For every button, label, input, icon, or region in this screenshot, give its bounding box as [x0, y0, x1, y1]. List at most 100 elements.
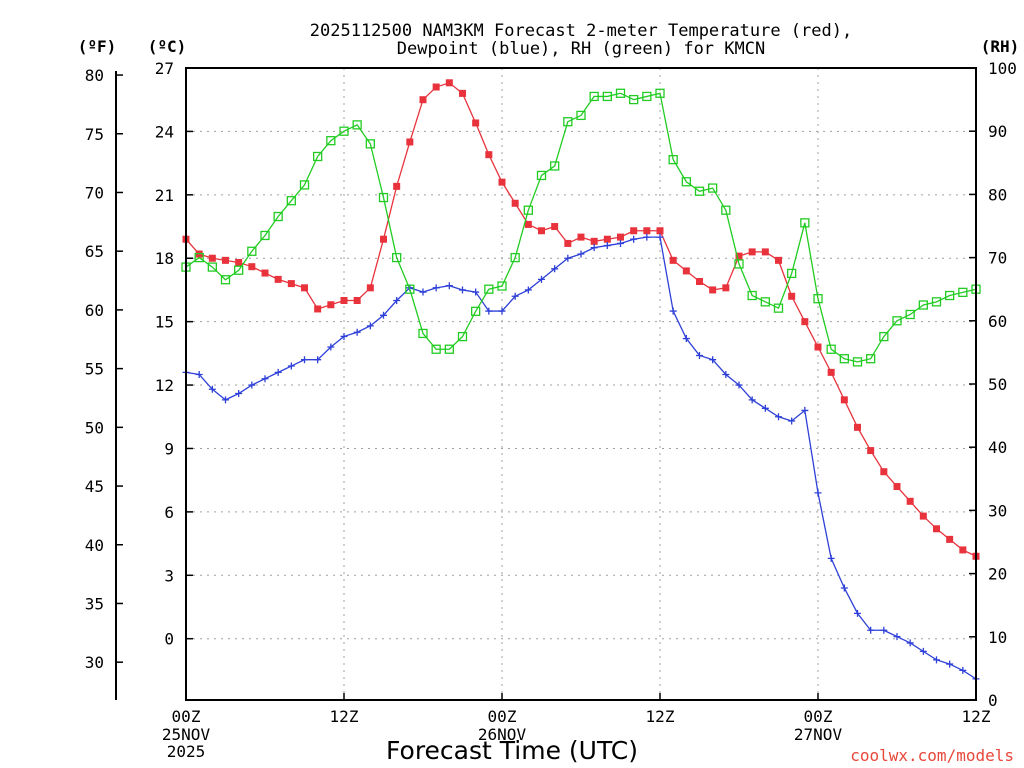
fahrenheit-axis: 30 35 40 45 50 55 60 65 70 75 80 [85, 66, 123, 700]
dewpoint-point [590, 244, 598, 252]
rh-point [313, 151, 323, 162]
temperature-point [880, 468, 888, 476]
celsius-tick-label: 18 [155, 249, 174, 268]
chart-title-line-2: Dewpoint (blue), RH (green) for KMCN [397, 39, 765, 59]
dewpoint-point [656, 233, 664, 241]
dewpoint-point [775, 413, 782, 421]
rh-point [694, 186, 705, 196]
temperature-point [445, 79, 453, 87]
temperature-point [748, 248, 756, 256]
rh-tick-label: 50 [988, 375, 1007, 394]
rh-point [405, 284, 415, 294]
time-tick-label: 00Z [488, 707, 517, 726]
rh-point [892, 316, 902, 326]
rh-point [523, 205, 533, 215]
fahrenheit-tick-label: 60 [85, 301, 104, 320]
fahrenheit-tick-label: 40 [85, 536, 104, 555]
rh-point [510, 252, 520, 263]
dewpoint-point [959, 666, 967, 674]
rh-tick-label: 20 [988, 565, 1007, 584]
fahrenheit-tick-label: 70 [85, 183, 104, 202]
rh-point [905, 309, 915, 320]
rh-point [721, 205, 731, 215]
dewpoint-point [340, 332, 348, 340]
dewpoint-point [485, 307, 493, 315]
rh-point [642, 91, 652, 102]
dewpoint-point [445, 282, 453, 290]
temperature-point [630, 227, 638, 235]
rh-point [747, 290, 757, 301]
rh-point [629, 94, 639, 105]
rh-point [563, 117, 573, 127]
rh-tick-label: 80 [988, 185, 1007, 204]
temperature-point [788, 292, 796, 300]
dewpoint-point [222, 396, 229, 404]
dewpoint-point [274, 368, 282, 376]
rh-point [471, 306, 481, 316]
rh-point [234, 265, 244, 275]
temperature-point [551, 223, 559, 231]
celsius-axis: 0 3 6 9 12 15 18 21 24 27 [155, 59, 193, 649]
temperature-point [643, 227, 651, 235]
time-tick-label: 00Z [804, 707, 833, 726]
rh-point [286, 196, 296, 206]
rh-line [185, 92, 977, 363]
dewpoint-point [893, 633, 901, 641]
fahrenheit-tick-label: 65 [85, 242, 104, 261]
dewpoint-point [906, 639, 914, 647]
temperature-point [761, 248, 769, 256]
rh-point [247, 246, 257, 256]
dewpoint-point [696, 351, 703, 359]
rh-tick-label: 10 [988, 628, 1007, 647]
dewpoint-point [854, 609, 861, 617]
temperature-point [353, 297, 361, 305]
rh-point [299, 180, 310, 190]
temperature-point [538, 227, 545, 235]
dewpoint-point [366, 322, 374, 330]
rh-point [839, 354, 849, 364]
temperature-point [564, 239, 572, 247]
temperature-point [524, 220, 532, 228]
temperature-point [801, 318, 809, 326]
data-series [181, 79, 981, 683]
time-tick-year: 2025 [167, 742, 206, 761]
rh-point [958, 287, 968, 298]
temperature-point [814, 343, 822, 351]
fahrenheit-tick-label: 50 [85, 418, 104, 437]
dewpoint-point [761, 404, 769, 412]
rh-series [181, 88, 981, 367]
dewpoint-point [603, 242, 611, 250]
dewpoint-point [353, 328, 361, 336]
x-axis-title: Forecast Time (UTC) [386, 736, 638, 765]
temperature-point [959, 546, 967, 554]
temperature-point [893, 483, 901, 491]
celsius-tick-label: 3 [164, 566, 174, 585]
rh-point [708, 183, 718, 193]
fahrenheit-tick-label: 30 [85, 653, 104, 672]
rh-point [378, 192, 389, 203]
dewpoint-point [459, 286, 466, 294]
dewpoint-point [511, 292, 519, 300]
temperature-point [590, 237, 598, 245]
dewpoint-point [248, 381, 256, 389]
temperature-point [327, 301, 335, 309]
fahrenheit-tick-label: 75 [85, 125, 104, 144]
temperature-point [775, 256, 782, 264]
rh-point [326, 136, 336, 146]
rh-tick-label: 70 [988, 249, 1007, 268]
dewpoint-point [669, 307, 677, 315]
dewpoint-point [261, 375, 269, 383]
temperature-point [709, 286, 717, 294]
celsius-tick-label: 15 [155, 313, 174, 332]
rh-point [773, 303, 784, 313]
celsius-tick-label: 21 [155, 186, 174, 205]
time-tick-label: 12Z [962, 707, 991, 726]
rh-point [800, 218, 810, 228]
fahrenheit-unit-label: (ºF) [78, 37, 117, 56]
rh-point [444, 344, 454, 354]
fahrenheit-tick-label: 55 [85, 360, 104, 379]
dewpoint-point [722, 370, 730, 378]
temperature-point [735, 252, 743, 260]
rh-point [668, 154, 678, 165]
